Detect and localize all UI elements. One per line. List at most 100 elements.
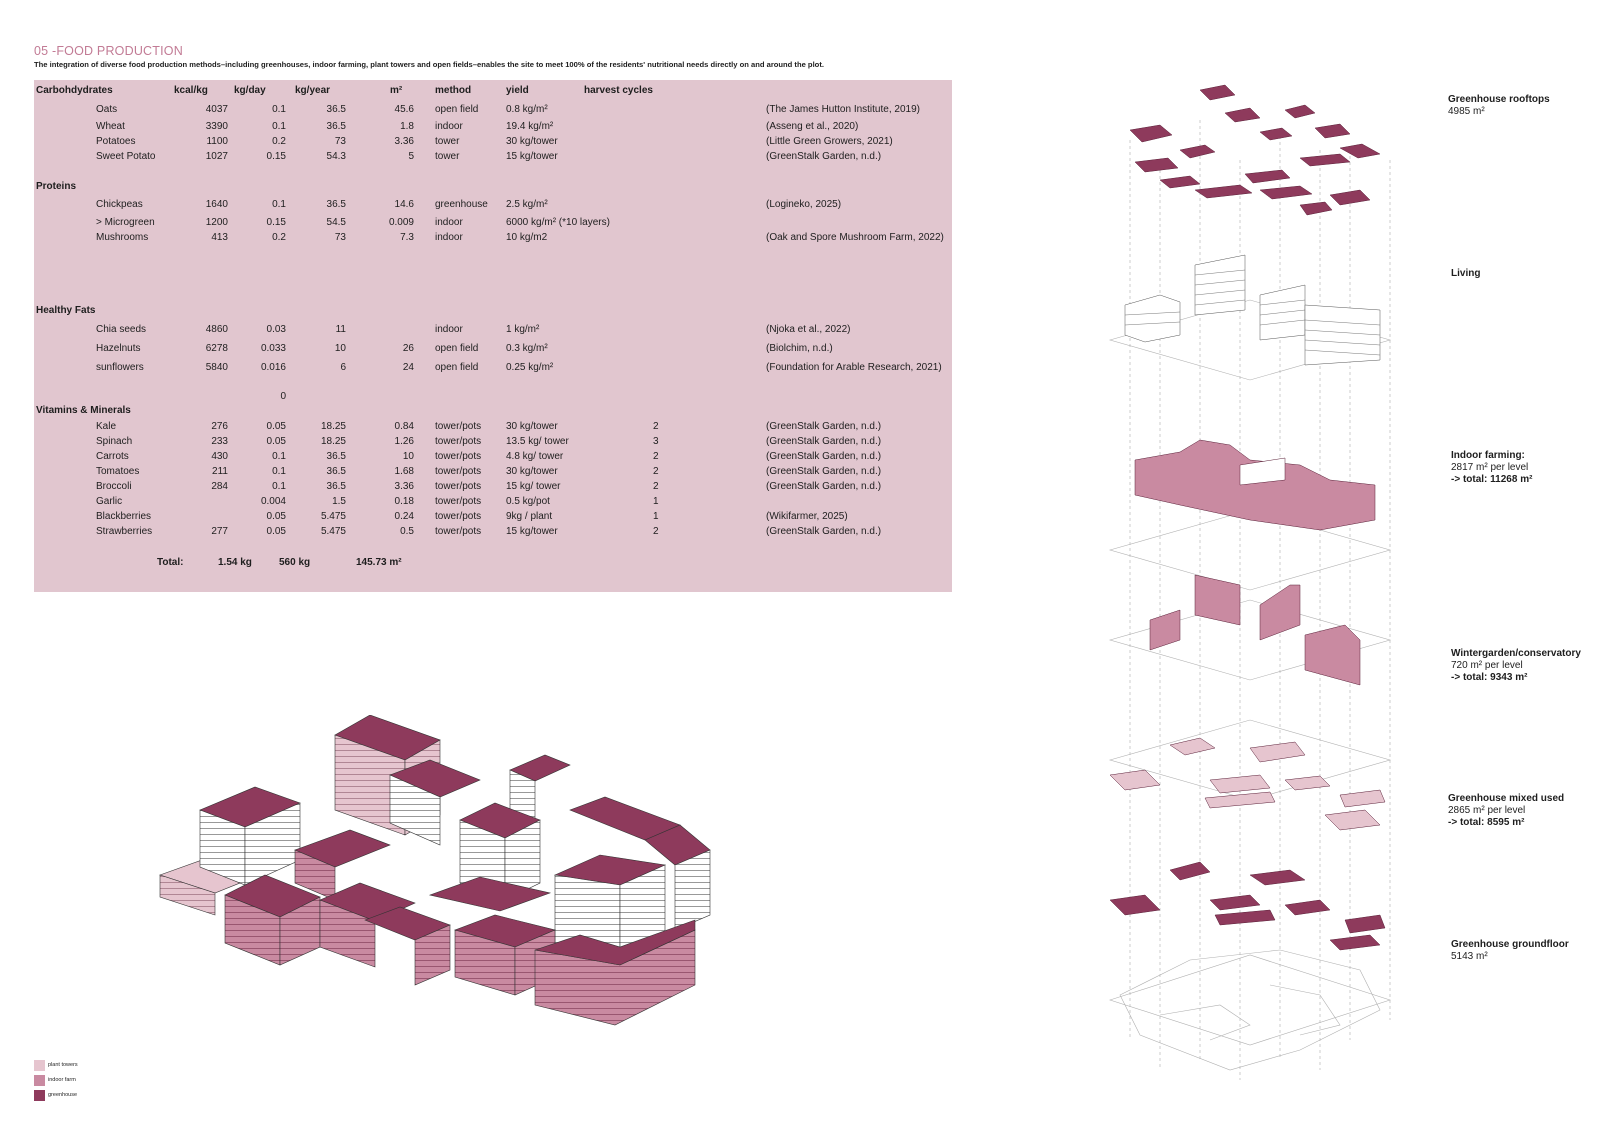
cell-method: tower/pots (435, 451, 482, 462)
label-greenhouse-rooftops: Greenhouse rooftops 4985 m² (1448, 94, 1550, 118)
category-proteins: Proteins (36, 181, 77, 192)
cell-method: indoor (435, 217, 463, 228)
cell-cycles: 1 (653, 511, 659, 522)
level-title: Living (1451, 268, 1481, 279)
col-header-kgday: kg/day (234, 85, 266, 96)
level-sub: 720 m² per level (1451, 660, 1523, 671)
cell-source: (GreenStalk Garden, n.d.) (766, 481, 882, 492)
cell-source: (GreenStalk Garden, n.d.) (766, 451, 882, 462)
cell-method: open field (435, 343, 479, 354)
cell-kgyear: 10 (334, 343, 346, 354)
cell-kgyear: 36.5 (326, 104, 346, 115)
cell-m2: 0.84 (394, 421, 414, 432)
cell-yield: 30 kg/tower (506, 466, 558, 477)
cell-method: tower/pots (435, 481, 482, 492)
intro-text: The integration of diverse food producti… (34, 60, 824, 69)
cell-kgyear: 73 (334, 136, 346, 147)
cell-kgyear: 6 (340, 362, 346, 373)
table-row: Chia seeds 4860 0.03 11 indoor 1 kg/m² (Njoka … (34, 323, 952, 337)
cell-kcal: 233 (211, 436, 228, 447)
cell-kgyear: 36.5 (326, 121, 346, 132)
cell-method: tower/pots (435, 466, 482, 477)
cell-kgday: 0.004 (260, 496, 286, 507)
level-title: Indoor farming: (1451, 450, 1525, 461)
cell-kcal: 430 (211, 451, 228, 462)
cell-kgyear: 36.5 (326, 199, 346, 210)
cell-kcal: 4037 (205, 104, 228, 115)
cell-method: tower/pots (435, 526, 482, 537)
table-row: Hazelnuts 6278 0.033 10 26 open field 0.3 kg/m… (34, 342, 952, 356)
cell-cycles: 2 (653, 451, 659, 462)
table-row: Wheat 3390 0.1 36.5 1.8 indoor 19.4 kg/m² (Asse… (34, 120, 952, 134)
cell-kgyear: 1.5 (332, 496, 346, 507)
cell-kcal: 1200 (205, 217, 228, 228)
table-row: Chickpeas 1640 0.1 36.5 14.6 greenhouse 2.5 kg… (34, 198, 952, 212)
cell-kcal: 4860 (205, 324, 228, 335)
cell-method: tower/pots (435, 496, 482, 507)
cell-yield: 10 kg/m2 (506, 232, 548, 243)
cell-source: (Biolchim, n.d.) (766, 343, 833, 354)
cell-kcal: 1027 (205, 151, 228, 162)
cell-kgyear: 36.5 (326, 451, 346, 462)
level-total: -> total: 8595 m² (1448, 817, 1525, 828)
cell-yield: 0.25 kg/m² (506, 362, 554, 373)
cell-cycles: 2 (653, 421, 659, 432)
label-living: Living (1451, 268, 1480, 280)
cell-kgday: 0.03 (266, 324, 286, 335)
cell-source: (GreenStalk Garden, n.d.) (766, 151, 882, 162)
category-healthy-fats: Healthy Fats (36, 305, 96, 316)
cell-name: Strawberries (96, 526, 153, 537)
cell-yield: 15 kg/tower (506, 151, 558, 162)
cell-m2: 0.5 (400, 526, 414, 537)
cell-method: tower (435, 136, 460, 147)
legend-label: plant towers (48, 1062, 78, 1068)
cell-kgyear: 73 (334, 232, 346, 243)
label-greenhouse-mixed: Greenhouse mixed used 2865 m² per level … (1448, 793, 1564, 829)
cell-name: Chickpeas (96, 199, 143, 210)
level-title: Greenhouse groundfloor (1451, 939, 1569, 950)
cell-kgday: 0.05 (266, 421, 286, 432)
level-title: Greenhouse mixed used (1448, 793, 1565, 804)
cell-yield: 0.3 kg/m² (506, 343, 548, 354)
level-title: Greenhouse rooftops (1448, 94, 1550, 105)
label-greenhouse-groundfloor: Greenhouse groundfloor 5143 m² (1451, 939, 1569, 963)
col-header-kgyear: kg/year (295, 85, 331, 96)
col-header-harvest: harvest cycles (584, 85, 653, 96)
cell-name: sunflowers (96, 362, 144, 373)
level-sub: 2865 m² per level (1448, 805, 1526, 816)
cell-method: open field (435, 104, 479, 115)
cell-kgday: 0.15 (266, 217, 286, 228)
table-row: Mushrooms 413 0.2 73 7.3 indoor 10 kg/m2 (Oak a… (34, 231, 952, 245)
cell-kcal: 413 (211, 232, 228, 243)
cell-yield: 15 kg/tower (506, 526, 558, 537)
cell-m2: 0.24 (394, 511, 414, 522)
cell-name: Chia seeds (96, 324, 147, 335)
cell-name: Mushrooms (96, 232, 149, 243)
cell-source: (Little Green Growers, 2021) (766, 136, 893, 147)
table-row: 0 (34, 390, 952, 404)
table-row: Potatoes 1100 0.2 73 3.36 tower 30 kg/tower (Li… (34, 135, 952, 149)
cell-source: (Logineko, 2025) (766, 199, 842, 210)
cell-source: (Foundation for Arable Research, 2021) (766, 362, 942, 373)
cell-name: > Microgreen (96, 217, 155, 228)
table-row: Oats 4037 0.1 36.5 45.6 open field 0.8 kg/m² (T… (34, 103, 952, 117)
cell-name: Wheat (96, 121, 125, 132)
cell-kgday: 0.1 (272, 466, 286, 477)
cell-kcal: 277 (211, 526, 228, 537)
cell-method: tower/pots (435, 436, 482, 447)
cell-kgday: 0.1 (272, 451, 286, 462)
table-header-row: Carbohdydrates kcal/kg kg/day kg/year m²… (34, 84, 952, 98)
label-wintergarden: Wintergarden/conservatory 720 m² per lev… (1451, 648, 1581, 684)
cell-m2: 7.3 (400, 232, 414, 243)
cell-kgday: 0.15 (266, 151, 286, 162)
table-row: > Microgreen 1200 0.15 54.5 0.009 indoor 6000 … (34, 216, 952, 230)
table-row: Garlic 0.004 1.5 0.18 tower/pots 0.5 kg/pot 1 (34, 495, 952, 509)
cell-method: indoor (435, 324, 463, 335)
cell-cycles: 2 (653, 466, 659, 477)
cell-kgday: 0.1 (272, 104, 286, 115)
cell-yield: 9kg / plant (506, 511, 553, 522)
cell-m2: 10 (402, 451, 414, 462)
cell-cycles: 2 (653, 481, 659, 492)
cell-name: Oats (96, 104, 118, 115)
cell-name: Spinach (96, 436, 133, 447)
